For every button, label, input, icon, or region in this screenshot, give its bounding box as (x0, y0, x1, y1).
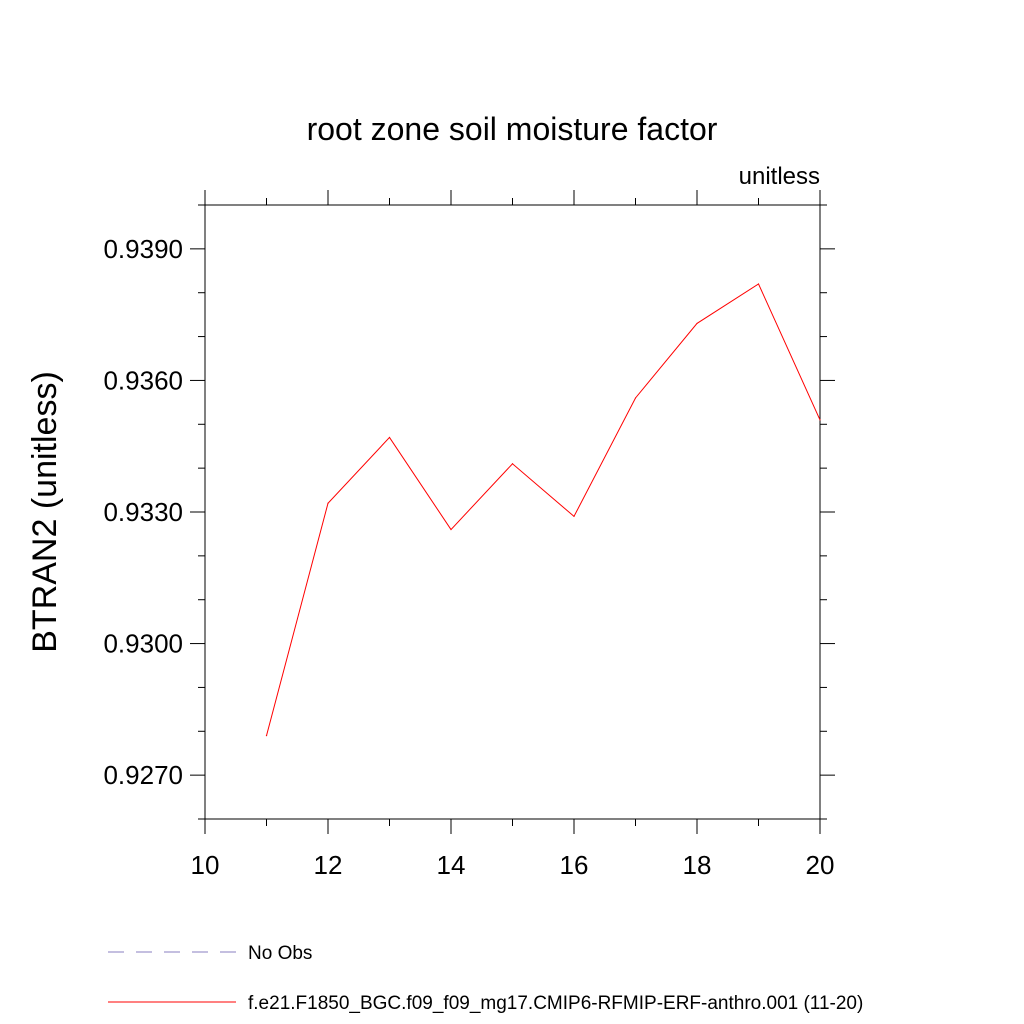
series-line-0 (266, 283, 821, 736)
x-tick-label: 14 (437, 850, 466, 880)
data-point (450, 528, 452, 531)
plot-axes (204, 204, 821, 820)
chart-title: root zone soil moisture factor (307, 111, 718, 147)
y-axis-label: BTRAN2 (unitless) (26, 371, 64, 653)
x-tick-label: 10 (191, 850, 220, 880)
axis-tick-labels: 10 12 14 16 18 20 0.9270 0.9300 0.9330 0.9360 0.93… (103, 234, 834, 880)
y-tick-label: 0.9270 (103, 760, 183, 790)
axis-ticks (190, 190, 835, 834)
legend: No Obs f.e21.F1850_BGC.f09_f09_mg17.CMIP6… (108, 943, 863, 1014)
data-series (265, 283, 821, 737)
data-point (327, 502, 329, 504)
data-point (265, 735, 268, 737)
x-tick-label: 16 (560, 850, 589, 880)
units-label: unitless (739, 163, 820, 190)
legend-label-1: f.e21.F1850_BGC.f09_f09_mg17.CMIP6-RFMIP… (248, 993, 863, 1014)
plot-frame (204, 204, 821, 820)
legend-label-0: No Obs (248, 943, 312, 964)
data-point (634, 397, 637, 399)
y-tick-label: 0.9390 (103, 234, 183, 264)
y-tick-label: 0.9330 (103, 497, 183, 527)
y-tick-label: 0.9360 (103, 365, 183, 395)
data-point (696, 322, 698, 325)
y-tick-label: 0.9300 (103, 629, 183, 659)
data-point (573, 515, 575, 517)
x-tick-label: 20 (806, 850, 835, 880)
data-point (819, 419, 821, 421)
data-point (757, 283, 760, 285)
data-point (511, 463, 514, 465)
data-point (388, 436, 391, 439)
x-tick-label: 12 (314, 850, 343, 880)
x-tick-label: 18 (683, 850, 712, 880)
